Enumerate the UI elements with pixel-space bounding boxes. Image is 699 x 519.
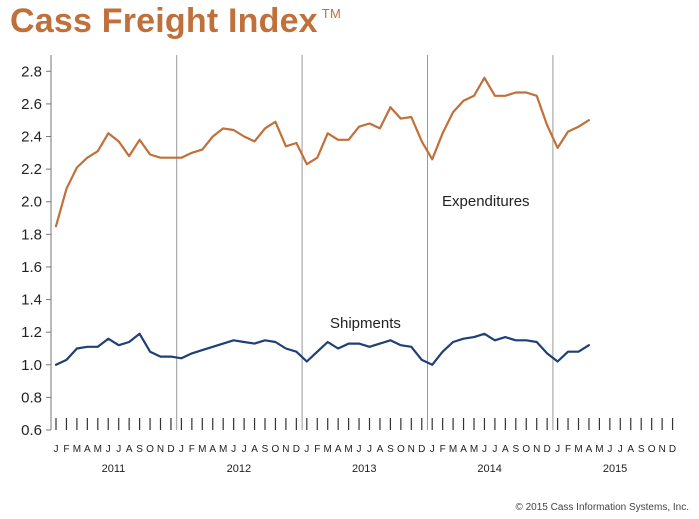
shipments-line <box>54 332 591 366</box>
y-axis: 0.6 0.8 1.0 1.2 1.4 1.6 1.8 2.0 2.2 2.4 2.6 2.8 <box>21 55 52 439</box>
month-label: N <box>282 444 289 455</box>
month-label: J <box>607 444 612 455</box>
month-label: A <box>502 444 509 455</box>
y-tick-label: 2.6 <box>21 96 42 113</box>
year-label: 2014 <box>477 463 501 475</box>
month-label: F <box>189 444 195 455</box>
y-tick-label: 2.0 <box>21 194 42 211</box>
title-text: Cass Freight Index <box>10 2 318 40</box>
copyright-notice: © 2015 Cass Information Systems, Inc. <box>515 502 689 513</box>
month-label: S <box>262 444 269 455</box>
month-label: J <box>179 444 184 455</box>
year-gridlines <box>176 55 554 430</box>
month-label: D <box>544 444 551 455</box>
chart-title: Cass Freight Index TM <box>10 2 341 41</box>
y-tick-label: 1.8 <box>21 226 42 243</box>
month-label: J <box>242 444 247 455</box>
month-label: S <box>638 444 645 455</box>
year-label: 2013 <box>352 463 376 475</box>
month-label: S <box>136 444 143 455</box>
month-label: A <box>335 444 342 455</box>
month-label: N <box>408 444 415 455</box>
trademark-mark: TM <box>321 6 341 21</box>
month-label: D <box>293 444 300 455</box>
month-label: O <box>648 444 656 455</box>
month-label: F <box>314 444 320 455</box>
month-label: J <box>555 444 560 455</box>
month-label: M <box>344 444 352 455</box>
month-label: A <box>627 444 634 455</box>
expenditures-line <box>54 76 591 228</box>
year-label: 2015 <box>603 463 627 475</box>
month-label: M <box>73 444 81 455</box>
month-label: M <box>324 444 332 455</box>
month-label: O <box>397 444 405 455</box>
month-label: A <box>586 444 593 455</box>
month-label: A <box>377 444 384 455</box>
year-label: 2012 <box>227 463 251 475</box>
month-label: S <box>512 444 519 455</box>
month-label: A <box>84 444 91 455</box>
y-tick-label: 2.8 <box>21 63 42 80</box>
month-label: J <box>367 444 372 455</box>
month-label: M <box>219 444 227 455</box>
month-label: D <box>167 444 174 455</box>
month-label: J <box>482 444 487 455</box>
month-label: J <box>231 444 236 455</box>
month-label: M <box>449 444 457 455</box>
expenditures-label: Expenditures <box>442 193 530 210</box>
month-label: A <box>251 444 258 455</box>
y-tick-label: 0.6 <box>21 422 42 439</box>
month-label: J <box>304 444 309 455</box>
series-lines <box>54 76 591 366</box>
month-label: S <box>387 444 394 455</box>
y-tick-label: 0.8 <box>21 389 42 406</box>
month-label: M <box>94 444 102 455</box>
month-label: F <box>63 444 69 455</box>
month-label: D <box>418 444 425 455</box>
month-label: J <box>106 444 111 455</box>
month-label: N <box>157 444 164 455</box>
month-label: O <box>522 444 530 455</box>
y-tick-label: 1.0 <box>21 357 42 374</box>
month-label: A <box>126 444 133 455</box>
month-label: A <box>460 444 467 455</box>
month-label: A <box>209 444 216 455</box>
month-label: D <box>669 444 676 455</box>
y-tick-label: 1.4 <box>21 292 42 309</box>
month-label: J <box>116 444 121 455</box>
year-label: 2011 <box>102 463 126 475</box>
month-label: J <box>618 444 623 455</box>
y-tick-label: 2.2 <box>21 161 42 178</box>
month-label: O <box>146 444 154 455</box>
month-label: O <box>272 444 280 455</box>
month-label: N <box>533 444 540 455</box>
series-annotations: Expenditures Shipments <box>330 193 530 332</box>
shipments-label: Shipments <box>330 315 401 332</box>
month-label: J <box>430 444 435 455</box>
y-tick-label: 1.6 <box>21 259 42 276</box>
month-label: M <box>470 444 478 455</box>
month-label: F <box>440 444 446 455</box>
month-label: M <box>595 444 603 455</box>
month-label: M <box>198 444 206 455</box>
y-tick-label: 2.4 <box>21 129 42 146</box>
month-label: J <box>492 444 497 455</box>
y-tick-label: 1.2 <box>21 324 42 341</box>
month-label: J <box>357 444 362 455</box>
month-label: N <box>658 444 665 455</box>
month-label: M <box>574 444 582 455</box>
month-label: F <box>565 444 571 455</box>
month-label: J <box>54 444 59 455</box>
